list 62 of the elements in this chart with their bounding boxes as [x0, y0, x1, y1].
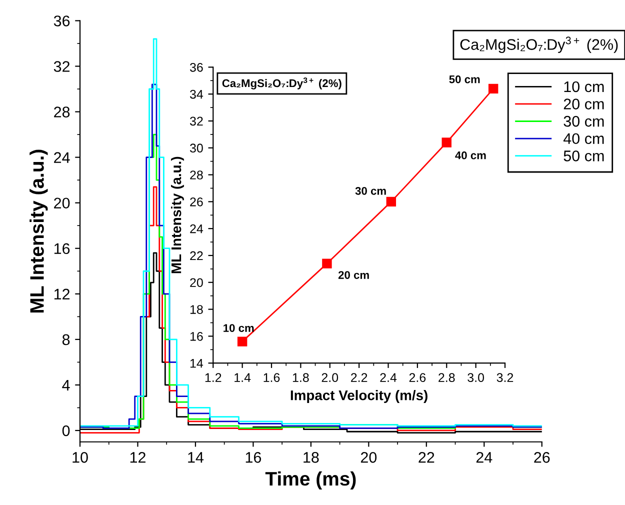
point	[322, 258, 332, 268]
x-tick-label: 1.2	[205, 373, 222, 382]
x-tick-label: 10	[72, 452, 88, 463]
x-tick-label: 3.2	[496, 373, 514, 382]
x-tick-label: 1.4	[234, 373, 251, 382]
annotation: Ca₂MgSi₂O₇:Dy$^{3+}$ (2%)	[222, 78, 342, 90]
x-axis-title: Time (ms)	[265, 471, 356, 490]
y-tick-label: 16	[54, 243, 70, 254]
annotation: 20 cm	[338, 271, 369, 279]
y-tick-label: 8	[62, 334, 70, 346]
x-tick-label: 2.2	[351, 373, 368, 382]
x-tick-label: 24	[476, 452, 492, 463]
y-tick-label: 28	[54, 106, 70, 118]
x-tick-label: 1.6	[264, 373, 280, 382]
legend-label: 30 cm	[564, 116, 604, 127]
y-tick-label: 28	[190, 170, 203, 180]
point	[442, 138, 452, 148]
y-tick-label: 18	[190, 305, 203, 314]
legend-label: 20 cm	[564, 98, 604, 110]
y-tick-label: 24	[190, 224, 204, 234]
x-tick-label: 1.8	[292, 373, 309, 382]
y-axis-title: ML Intensity (a.u.)	[30, 150, 48, 312]
x-tick-label: 2.8	[438, 373, 455, 382]
y-tick-label: 4	[62, 380, 70, 390]
point	[386, 196, 396, 207]
y-tick-label: 24	[54, 152, 70, 163]
annotation: Ca₂MgSi₂O₇:Dy$^{3+}$ (2%)	[460, 36, 618, 53]
y-tick-label: 34	[190, 90, 204, 99]
y-tick-label: 12	[54, 288, 70, 300]
x-tick-label: 16	[246, 452, 262, 463]
y-tick-label: 32	[190, 116, 203, 126]
x-tick-label: 2.4	[380, 373, 397, 382]
y-tick-label: 20	[190, 278, 203, 288]
y-tick-label: 36	[54, 16, 70, 26]
x-tick-label: 18	[304, 452, 319, 463]
point	[237, 336, 248, 346]
y-tick-label: 32	[54, 61, 70, 72]
legend-label: 10 cm	[564, 81, 604, 92]
annotation: 50 cm	[449, 75, 480, 84]
y-tick-label: 30	[190, 144, 203, 153]
x-tick-label: 12	[130, 452, 146, 463]
y-tick-label: 36	[190, 62, 203, 72]
x-tick-label: 20	[360, 452, 377, 463]
x-tick-label: 2.6	[409, 373, 426, 382]
legend-label: 40 cm	[563, 133, 604, 144]
y-tick-label: 14	[190, 359, 204, 368]
annotation: 30 cm	[355, 186, 386, 195]
point	[488, 84, 498, 94]
x-tick-label: 26	[534, 452, 550, 463]
y-tick-label: 22	[190, 251, 203, 260]
y-tick-label: 16	[190, 332, 203, 341]
y-axis-title: ML Intensity (a.u.)	[171, 156, 184, 274]
annotation: 10 cm	[224, 324, 254, 332]
annotation: 40 cm	[455, 151, 486, 160]
legend-label: 50 cm	[564, 150, 604, 162]
x-tick-label: 22	[418, 452, 434, 463]
x-tick-label: 3.0	[468, 373, 484, 382]
x-tick-label: 2.0	[322, 373, 338, 382]
y-tick-label: 20	[54, 198, 70, 209]
x-axis-title: Impact Velocity (m/s)	[290, 390, 428, 403]
y-tick-label: 26	[190, 197, 203, 206]
y-tick-label: 0	[62, 425, 70, 436]
